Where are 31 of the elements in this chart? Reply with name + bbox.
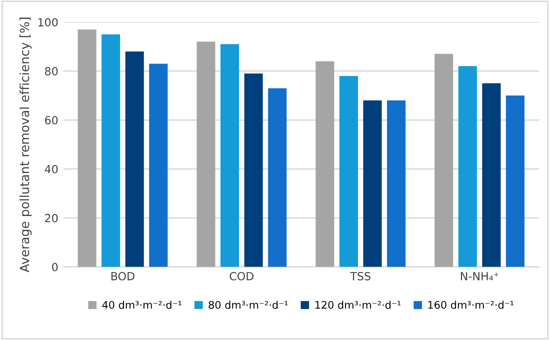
bar <box>268 88 287 267</box>
bar <box>244 74 263 267</box>
legend-label: 160 dm³·m⁻²·d⁻¹ <box>428 300 514 309</box>
x-tick-label: BOD <box>111 272 134 280</box>
y-tick-label: 60 <box>45 116 58 124</box>
x-tick-label: N-NH₄⁺ <box>460 272 498 280</box>
x-tick-label: TSS <box>350 272 370 280</box>
legend-label: 80 dm³·m⁻²·d⁻¹ <box>208 300 288 309</box>
legend-label: 40 dm³·m⁻²·d⁻¹ <box>102 300 182 309</box>
bar <box>125 51 144 267</box>
bar <box>220 44 240 267</box>
y-tick-label: 40 <box>44 164 58 174</box>
y-axis-title: Average pollutant removal efficiency [%] <box>20 18 32 272</box>
bar <box>149 64 168 267</box>
legend-label: 120 dm³·m⁻²·d⁻¹ <box>315 300 401 309</box>
bar <box>316 61 334 267</box>
bar <box>363 100 382 267</box>
y-tick-label: 0 <box>52 262 58 272</box>
bar <box>387 100 406 267</box>
bar <box>339 76 358 267</box>
bar <box>482 83 501 267</box>
y-tick-label: 20 <box>45 214 58 222</box>
bar <box>506 96 524 267</box>
y-tick-label: 100 <box>38 18 58 26</box>
y-tick-label: 80 <box>45 67 58 76</box>
bar <box>458 66 477 267</box>
bar <box>102 34 120 267</box>
bar <box>434 54 454 267</box>
x-tick-label: COD <box>230 272 254 280</box>
bar <box>78 29 96 267</box>
bar <box>196 42 216 267</box>
